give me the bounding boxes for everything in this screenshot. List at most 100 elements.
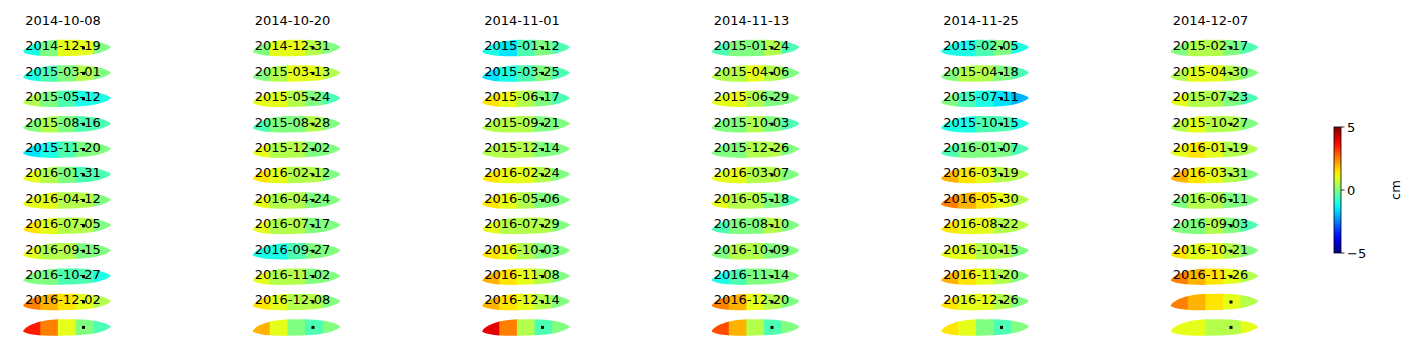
map-clip bbox=[482, 216, 571, 236]
panel-map bbox=[1170, 241, 1259, 261]
panel-title: 2015-08-16 bbox=[25, 115, 101, 130]
panel-map bbox=[711, 216, 800, 236]
panel-title: 2016-02-24 bbox=[484, 165, 560, 180]
panel-map bbox=[711, 89, 800, 109]
panel-map bbox=[482, 267, 571, 287]
panel-title: 2015-10-27 bbox=[1173, 115, 1249, 130]
map-cell bbox=[764, 317, 782, 337]
map-cell bbox=[1223, 317, 1241, 337]
map-clip bbox=[252, 267, 341, 287]
panel-title: 2015-07-11 bbox=[943, 89, 1019, 104]
panel-map bbox=[941, 317, 1030, 337]
map-cell bbox=[252, 317, 270, 337]
map-cell bbox=[1223, 292, 1241, 312]
panel-title: 2015-10-03 bbox=[714, 115, 790, 130]
map-clip bbox=[711, 267, 800, 287]
map-clip bbox=[1170, 216, 1259, 236]
map-cell bbox=[1188, 317, 1206, 337]
panel-title: 2014-11-01 bbox=[484, 13, 560, 28]
panel-title: 2016-12-14 bbox=[484, 292, 560, 307]
panel-map bbox=[941, 190, 1030, 210]
map-cell bbox=[1205, 292, 1223, 312]
map-clip bbox=[711, 292, 800, 312]
colorbar: −505cm bbox=[1334, 120, 1403, 261]
map-clip bbox=[941, 63, 1030, 83]
panel-title: 2016-01-19 bbox=[1173, 140, 1249, 155]
panel-map bbox=[1170, 114, 1259, 134]
panel-title: 2016-10-15 bbox=[943, 242, 1019, 257]
panel-title: 2015-12-26 bbox=[714, 140, 790, 155]
map-cell bbox=[552, 317, 570, 337]
panel-map bbox=[711, 317, 800, 337]
map-clip bbox=[23, 38, 112, 58]
panel-title: 2016-10-03 bbox=[484, 242, 560, 257]
map-clip bbox=[252, 89, 341, 109]
panel-title: 2016-12-02 bbox=[25, 292, 101, 307]
panel-map bbox=[711, 292, 800, 312]
map-clip bbox=[1170, 89, 1259, 109]
panel-map bbox=[711, 241, 800, 261]
map-clip bbox=[252, 190, 341, 210]
panel-title: 2015-05-24 bbox=[255, 89, 331, 104]
map-clip bbox=[1170, 267, 1259, 287]
colorbar-tick-label: 0 bbox=[1347, 183, 1355, 198]
map-clip bbox=[23, 89, 112, 109]
map-cell bbox=[76, 317, 94, 337]
panel-title: 2015-12-02 bbox=[255, 140, 331, 155]
map-clip bbox=[711, 216, 800, 236]
map-clip bbox=[482, 165, 571, 185]
panel-title: 2016-09-03 bbox=[1173, 216, 1249, 231]
panel-map bbox=[1170, 317, 1259, 337]
panel-map bbox=[23, 63, 112, 83]
panel-map bbox=[711, 63, 800, 83]
panel-title: 2015-05-12 bbox=[25, 89, 101, 104]
map-clip bbox=[482, 140, 571, 160]
map-cell bbox=[482, 317, 500, 337]
panel-map bbox=[711, 190, 800, 210]
map-cell bbox=[1188, 292, 1206, 312]
map-clip bbox=[482, 89, 571, 109]
figure: 2014-10-082014-10-202014-11-012014-11-13… bbox=[0, 0, 1419, 356]
panel-map bbox=[941, 216, 1030, 236]
map-clip bbox=[1170, 140, 1259, 160]
map-clip bbox=[711, 114, 800, 134]
map-cell bbox=[729, 317, 747, 337]
panel-map bbox=[711, 267, 800, 287]
panel-title: 2016-07-17 bbox=[255, 216, 331, 231]
map-clip bbox=[711, 190, 800, 210]
panel-map bbox=[482, 292, 571, 312]
panel-map bbox=[23, 241, 112, 261]
map-clip bbox=[23, 190, 112, 210]
panel-title: 2016-01-31 bbox=[25, 165, 101, 180]
map-clip bbox=[252, 317, 341, 337]
panel-map bbox=[252, 89, 341, 109]
map-clip bbox=[941, 140, 1030, 160]
titles: 2014-10-082014-10-202014-11-012014-11-13… bbox=[25, 13, 1248, 307]
map-clip bbox=[252, 165, 341, 185]
panel-map bbox=[252, 292, 341, 312]
map-clip bbox=[1170, 190, 1259, 210]
map-clip bbox=[23, 292, 112, 312]
panel-title: 2016-03-19 bbox=[943, 165, 1019, 180]
panel-map bbox=[23, 114, 112, 134]
map-clip bbox=[23, 165, 112, 185]
map-clip bbox=[482, 190, 571, 210]
map-clip bbox=[941, 114, 1030, 134]
map-cell bbox=[1170, 292, 1188, 312]
panel-title: 2016-09-27 bbox=[255, 242, 331, 257]
panel-map bbox=[482, 190, 571, 210]
map-clip bbox=[252, 114, 341, 134]
panel-title: 2015-12-14 bbox=[484, 140, 560, 155]
map-clip bbox=[252, 292, 341, 312]
panel-map bbox=[23, 216, 112, 236]
map-clip bbox=[23, 241, 112, 261]
panel-map bbox=[941, 114, 1030, 134]
map-cell bbox=[93, 317, 111, 337]
map-clip bbox=[23, 216, 112, 236]
panel-title: 2015-03-01 bbox=[25, 64, 101, 79]
panel-map bbox=[1170, 140, 1259, 160]
panel-map bbox=[252, 114, 341, 134]
panel-map bbox=[482, 89, 571, 109]
panel-title: 2015-02-05 bbox=[943, 38, 1019, 53]
map-clip bbox=[941, 165, 1030, 185]
